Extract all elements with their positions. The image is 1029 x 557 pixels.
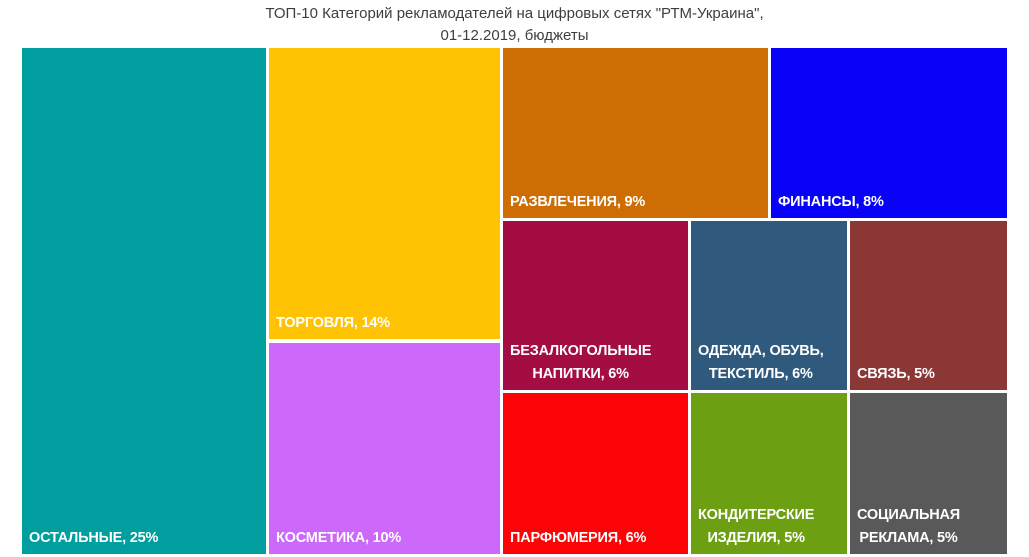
treemap-cell-label-ostalnye: ОСТАЛЬНЫЕ, 25% — [29, 529, 159, 546]
treemap-cell-label-svyaz: СВЯЗЬ, 5% — [857, 365, 935, 382]
treemap-cell-label-parfyumeriya: ПАРФЮМЕРИЯ, 6% — [510, 529, 647, 546]
treemap-cell-ostalnye: ОСТАЛЬНЫЕ, 25% — [22, 48, 266, 554]
treemap-cell-label-finansy: ФИНАНСЫ, 8% — [778, 193, 884, 210]
treemap-cell-label-sotsialnaya-reklama: СОЦИАЛЬНАЯ РЕКЛАМА, 5% — [857, 507, 961, 546]
treemap-cell-razvlecheniya: РАЗВЛЕЧЕНИЯ, 9% — [503, 48, 768, 218]
treemap-cell-label-kosmetika: КОСМЕТИКА, 10% — [276, 529, 402, 546]
treemap-cell-odezhda-obuv-tekstil: ОДЕЖДА, ОБУВЬ, ТЕКСТИЛЬ, 6% — [691, 221, 847, 390]
chart-title-line2: 01-12.2019, бюджеты — [440, 26, 589, 44]
treemap-cell-torgovlya: ТОРГОВЛЯ, 14% — [269, 48, 500, 339]
treemap-cell-label-razvlecheniya: РАЗВЛЕЧЕНИЯ, 9% — [510, 193, 646, 210]
treemap-cell-parfyumeriya: ПАРФЮМЕРИЯ, 6% — [503, 393, 688, 554]
treemap-cell-svyaz: СВЯЗЬ, 5% — [850, 221, 1007, 390]
treemap-cell-kosmetika: КОСМЕТИКА, 10% — [269, 343, 500, 554]
treemap-cell-bezalkogolnye-napitki: БЕЗАЛКОГОЛЬНЫЕ НАПИТКИ, 6% — [503, 221, 688, 390]
treemap-cell-label-konditerskie-izdeliya: КОНДИТЕРСКИЕ ИЗДЕЛИЯ, 5% — [698, 507, 815, 546]
treemap-cell-label-torgovlya: ТОРГОВЛЯ, 14% — [276, 314, 390, 331]
treemap-cell-label-bezalkogolnye-napitki: БЕЗАЛКОГОЛЬНЫЕ НАПИТКИ, 6% — [510, 343, 652, 382]
chart-title-line1: ТОП-10 Категорий рекламодателей на цифро… — [265, 5, 764, 22]
treemap-cell-label-odezhda-obuv-tekstil: ОДЕЖДА, ОБУВЬ, ТЕКСТИЛЬ, 6% — [698, 343, 824, 382]
treemap-cell-konditerskie-izdeliya: КОНДИТЕРСКИЕ ИЗДЕЛИЯ, 5% — [691, 393, 847, 554]
treemap-cell-finansy: ФИНАНСЫ, 8% — [771, 48, 1007, 218]
chart-title: ТОП-10 Категорий рекламодателей на цифро… — [0, 3, 1029, 47]
treemap-cell-sotsialnaya-reklama: СОЦИАЛЬНАЯ РЕКЛАМА, 5% — [850, 393, 1007, 554]
